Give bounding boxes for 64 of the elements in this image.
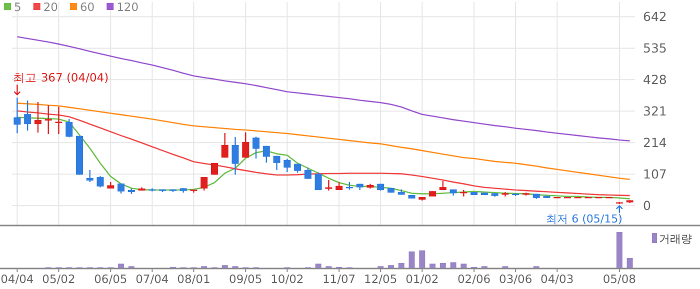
x-tick-label: 10/02 [270,272,304,286]
candlestick [200,176,208,192]
candlestick [118,182,125,194]
candlestick [460,189,468,198]
annotation: 최고 367 (04/04) [13,70,109,85]
x-tick-label: 02/06 [457,272,491,286]
candlestick [314,172,322,191]
bar [388,265,394,268]
bar [450,262,456,268]
candlestick [439,180,446,191]
bar [419,250,426,268]
legend-label: 20 [43,0,58,14]
candlestick [34,101,42,134]
legend-label: 5 [14,0,22,14]
bar [430,264,436,268]
bar [222,265,228,268]
x-tick-label: 11/07 [322,272,356,286]
candlestick [96,176,104,188]
candlestick [14,97,21,134]
candlestick [325,179,332,192]
y-tick-label: 642 [643,9,667,24]
legend: 거래량 [652,232,692,246]
bar [408,251,415,268]
candlestick [242,132,250,158]
bar [460,264,467,268]
x-tick-label: 03/06 [499,272,532,286]
candlestick [262,145,270,164]
x-tick-label: 01/02 [406,272,439,286]
candlestick [55,106,62,135]
candlestick [284,158,291,173]
candlestick [66,118,73,138]
x-tick-label: 08/01 [177,272,210,286]
candlestick [24,100,32,132]
candlestick [221,132,228,158]
y-tick-label: 214 [643,135,667,150]
bar [440,262,446,268]
bar [315,264,322,268]
bar [626,258,633,268]
bar [398,262,404,268]
legend-label: 120 [116,0,139,14]
bar [616,232,622,268]
bar [118,264,124,268]
y-tick-label: 107 [643,166,667,182]
legend-label: 60 [80,0,95,14]
x-tick-label: 09/05 [229,272,262,286]
x-tick-label: 05/02 [42,272,76,286]
x-tick-label: 06/05 [94,272,128,286]
candlestick [86,169,94,183]
candlestick [232,136,239,176]
legend-label: 거래량 [659,232,692,246]
y-tick-label: 321 [643,104,667,119]
x-tick-label: 05/08 [602,272,636,286]
y-tick-label: 0 [643,198,651,214]
candlestick [252,136,260,160]
candlestick [44,104,52,135]
candlestick [273,155,280,171]
annotation: 최저 6 (05/15) [546,212,622,226]
candlestick [304,167,312,180]
y-tick-label: 428 [643,72,667,88]
y-tick-label: 535 [643,40,667,56]
x-tick-label: 12/05 [364,272,398,286]
x-tick-label: 04/03 [540,272,574,286]
x-tick-label: 04/04 [0,272,34,286]
x-tick-label: 07/04 [136,272,169,286]
